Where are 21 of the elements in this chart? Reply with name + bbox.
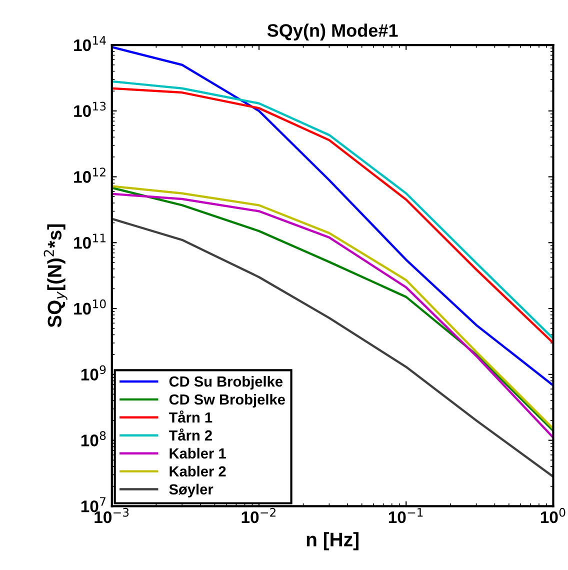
y-tick-label: 10$^{9}$: [81, 365, 106, 380]
y-tick-label: 10$^{7}$: [81, 497, 106, 512]
legend-label: CD Su Brobjelke: [169, 376, 283, 390]
x-tick-label: 10$^{0}$: [540, 508, 566, 524]
legend-label: CD Sw Brobjelke: [169, 394, 285, 408]
x-tick-label: 10$^{−1}$: [388, 508, 423, 524]
y-tick-label: 10$^{10}$: [74, 299, 106, 315]
legend-label: Kabler 1: [170, 448, 226, 459]
y-tick-label: 10$^{8}$: [81, 431, 106, 446]
y-tick-label: 10$^{14}$: [74, 36, 106, 52]
y-tick-label: 10$^{11}$: [74, 234, 106, 249]
x-tick-label: 10$^{−2}$: [242, 508, 276, 524]
legend-label: Tårn 2: [168, 428, 212, 441]
legend-label: Kabler 2: [170, 466, 226, 477]
legend-label: Tårn 1: [168, 410, 212, 423]
y-tick-label: 10$^{13}$: [74, 102, 106, 117]
y-axis-title: SQ$_{y}$[(N)$^{2}$*s]: [44, 224, 68, 328]
legend-label: Søyler: [169, 484, 214, 498]
x-axis-title: n [Hz]: [306, 532, 358, 550]
y-tick-label: 10$^{12}$: [74, 168, 106, 183]
chart-title: SQy(n) Mode#1: [267, 24, 398, 40]
